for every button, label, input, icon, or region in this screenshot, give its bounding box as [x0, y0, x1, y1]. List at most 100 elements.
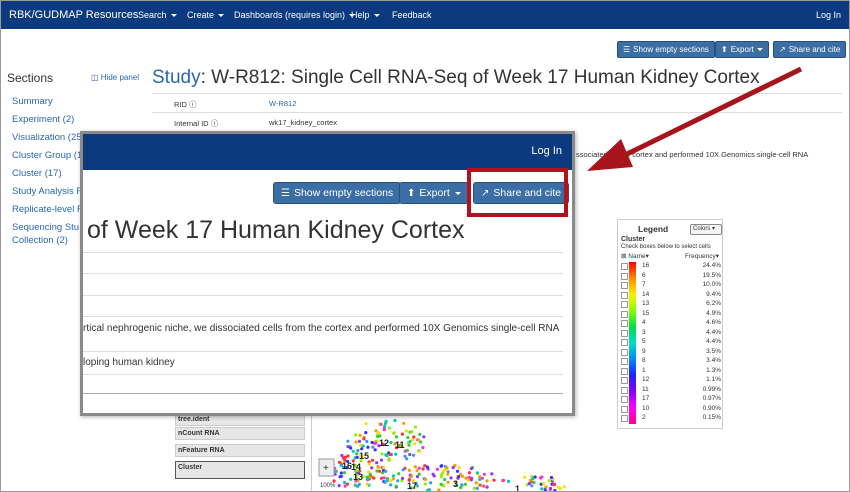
scatter-point — [531, 477, 535, 481]
scatter-point — [424, 477, 428, 481]
sidebar-item-study-analysis[interactable]: Study Analysis F — [12, 186, 83, 197]
scatter-point — [532, 480, 536, 485]
export-button[interactable]: ⬆ Export — [715, 41, 769, 58]
nav-feedback[interactable]: Feedback — [392, 10, 432, 20]
legend-row[interactable]: 1 1.3% — [621, 367, 721, 376]
cluster-checkbox[interactable] — [621, 282, 628, 289]
cluster-name: 16 — [642, 262, 650, 269]
sidebar-item-experiment[interactable]: Experiment (2) — [12, 114, 75, 125]
cluster-checkbox[interactable] — [621, 348, 628, 356]
scatter-point — [380, 471, 385, 475]
scatter-point — [544, 485, 548, 489]
brand-link[interactable]: RBK/GUDMAP Resources — [9, 9, 139, 21]
scatter-point — [402, 421, 406, 425]
sidebar-item-collection[interactable]: Collection (2) — [12, 235, 68, 246]
sidebar-item-summary[interactable]: Summary — [12, 96, 53, 107]
legend-row[interactable]: 7 10.0% — [621, 281, 721, 290]
study-link[interactable]: Study — [152, 67, 201, 88]
nav-create[interactable]: Create — [187, 10, 225, 20]
scatter-point — [410, 430, 414, 434]
cluster-checkbox[interactable] — [621, 320, 628, 327]
cluster-checkbox[interactable] — [621, 358, 628, 365]
cluster-checkbox[interactable] — [621, 272, 628, 280]
nav-search[interactable]: Search — [138, 10, 177, 20]
zoom-in-button[interactable] — [318, 458, 335, 477]
show-empty-sections-button[interactable]: ☰ Show empty sections — [617, 41, 715, 58]
zoomed-show-empty-sections-button[interactable]: ☰ Show empty sections — [273, 182, 402, 204]
chevron-down-icon — [756, 48, 763, 52]
scatter-point — [359, 454, 363, 458]
sidebar-item-replicate-level[interactable]: Replicate-level F — [12, 204, 83, 215]
nav-dashboards[interactable]: Dashboards (requires login) — [234, 10, 356, 20]
sidebar-item-cluster[interactable]: Cluster (17) — [12, 168, 62, 179]
cluster-checkbox[interactable] — [621, 329, 628, 337]
scatter-point — [466, 478, 470, 482]
legend-row[interactable]: 5 4.4% — [621, 338, 721, 347]
zoomed-login-link[interactable]: Log In — [531, 145, 562, 157]
cluster-checkbox[interactable] — [621, 301, 628, 308]
nav-help[interactable]: Help — [351, 10, 380, 20]
legend-row[interactable]: 16 24.4% — [621, 262, 721, 271]
cluster-checkbox[interactable] — [621, 386, 628, 394]
frequency-sort-header[interactable]: Frequency▾ — [685, 253, 719, 260]
legend-row[interactable]: 3 4.4% — [621, 329, 721, 338]
legend-row[interactable]: 12 1.1% — [621, 376, 721, 385]
sidebar-item-visualization[interactable]: Visualization (25 — [12, 132, 82, 143]
legend-row[interactable]: 6 19.5% — [621, 272, 721, 281]
legend-row[interactable]: 11 0.99% — [621, 386, 721, 395]
scatter-point — [394, 484, 398, 488]
scatter-point — [446, 472, 450, 476]
login-link[interactable]: Log In — [815, 10, 841, 20]
scatter-point — [379, 476, 384, 480]
cluster-frequency: 19.5% — [702, 271, 721, 279]
scatter-point — [341, 461, 346, 465]
zoomed-export-button[interactable]: ⬆ Export — [399, 182, 469, 204]
scatter-point — [418, 432, 422, 436]
control-nfeature-rna[interactable]: nFeature RNA — [175, 444, 305, 457]
cluster-checkbox[interactable] — [621, 377, 628, 384]
sidebar-item-sequencing[interactable]: Sequencing Stu — [12, 222, 80, 233]
cluster-checkbox[interactable] — [621, 339, 628, 346]
legend-row[interactable]: 8 3.4% — [621, 357, 721, 366]
legend-row[interactable]: 2 0.15% — [621, 414, 721, 423]
sidebar-item-cluster-group[interactable]: Cluster Group (1 — [12, 150, 83, 161]
legend-row[interactable]: 10 0.90% — [621, 405, 721, 414]
cluster-checkbox[interactable] — [621, 263, 628, 270]
share-and-cite-button[interactable]: ↗ Share and cite — [773, 41, 847, 58]
scatter-point — [375, 461, 379, 465]
share-icon: ↗ — [481, 188, 490, 199]
chevron-down-icon: ▾ — [645, 253, 649, 260]
cluster-checkbox[interactable] — [621, 310, 628, 318]
control-cluster[interactable]: Cluster — [175, 461, 305, 479]
legend-row[interactable]: 9 3.5% — [621, 348, 721, 357]
cluster-name: 12 — [642, 376, 650, 383]
scatter-point — [389, 441, 393, 445]
scatter-point — [396, 479, 400, 483]
legend-row[interactable]: 17 0.97% — [621, 395, 721, 404]
scatter-point — [463, 482, 467, 486]
legend-row[interactable]: 14 9.4% — [621, 291, 721, 300]
cluster-checkbox[interactable] — [621, 405, 628, 413]
scatter-point — [421, 467, 425, 471]
legend-row[interactable]: 13 6.2% — [621, 300, 721, 309]
hide-panel-link[interactable]: ◫ Hide panel — [91, 73, 140, 82]
select-all-checkbox[interactable]: ⊠ — [621, 253, 629, 260]
legend-row[interactable]: 4 4.6% — [621, 319, 721, 328]
scatter-point — [354, 479, 358, 483]
scatter-point — [403, 454, 407, 458]
name-sort-header[interactable]: ⊠ Name▾ — [621, 253, 649, 260]
scatter-point — [543, 488, 547, 491]
control-ncount-rna[interactable]: nCount RNA — [175, 427, 305, 440]
cluster-checkbox[interactable] — [621, 396, 628, 403]
divider — [83, 252, 563, 253]
legend-row[interactable]: 15 4.9% — [621, 310, 721, 319]
zoomed-share-and-cite-button[interactable]: ↗ Share and cite — [473, 182, 570, 204]
scatter-point — [361, 474, 365, 478]
cluster-checkbox[interactable] — [621, 367, 628, 375]
scatter-point — [539, 476, 543, 480]
scatter-point — [354, 433, 358, 437]
cluster-checkbox[interactable] — [621, 415, 628, 422]
row-value[interactable]: W-R812 — [269, 99, 297, 108]
cluster-checkbox[interactable] — [621, 291, 628, 299]
colors-dropdown[interactable]: Colors ▾ — [690, 224, 722, 235]
